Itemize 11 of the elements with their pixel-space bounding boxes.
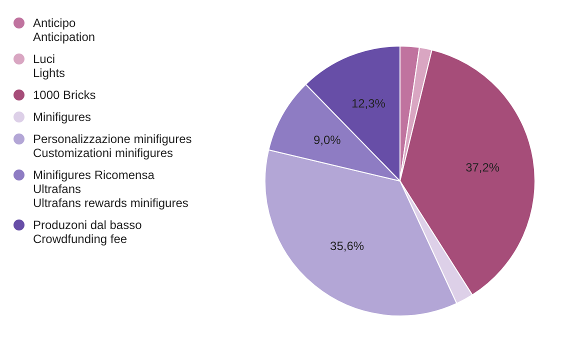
legend-label: 1000 Bricks	[33, 88, 96, 102]
data-label: 37,2%	[466, 160, 500, 174]
data-label: 35,6%	[330, 238, 364, 253]
legend-label: Minifigures	[33, 110, 92, 124]
legend-label: Anticipo Anticipation	[33, 16, 96, 44]
data-label: 9,0%	[313, 132, 342, 147]
legend-label: Minifigures Ricomensa Ultrafans Ultrafans rewards minifigures	[33, 168, 188, 210]
data-label: 12,3%	[351, 96, 386, 110]
legend-label: Produzoni dal basso Crowdfunding fee	[33, 218, 142, 246]
legend-label: Personalizzazione minifigures Customizationi minifigures	[33, 132, 192, 160]
legend-label: Luci Lights	[33, 52, 66, 80]
